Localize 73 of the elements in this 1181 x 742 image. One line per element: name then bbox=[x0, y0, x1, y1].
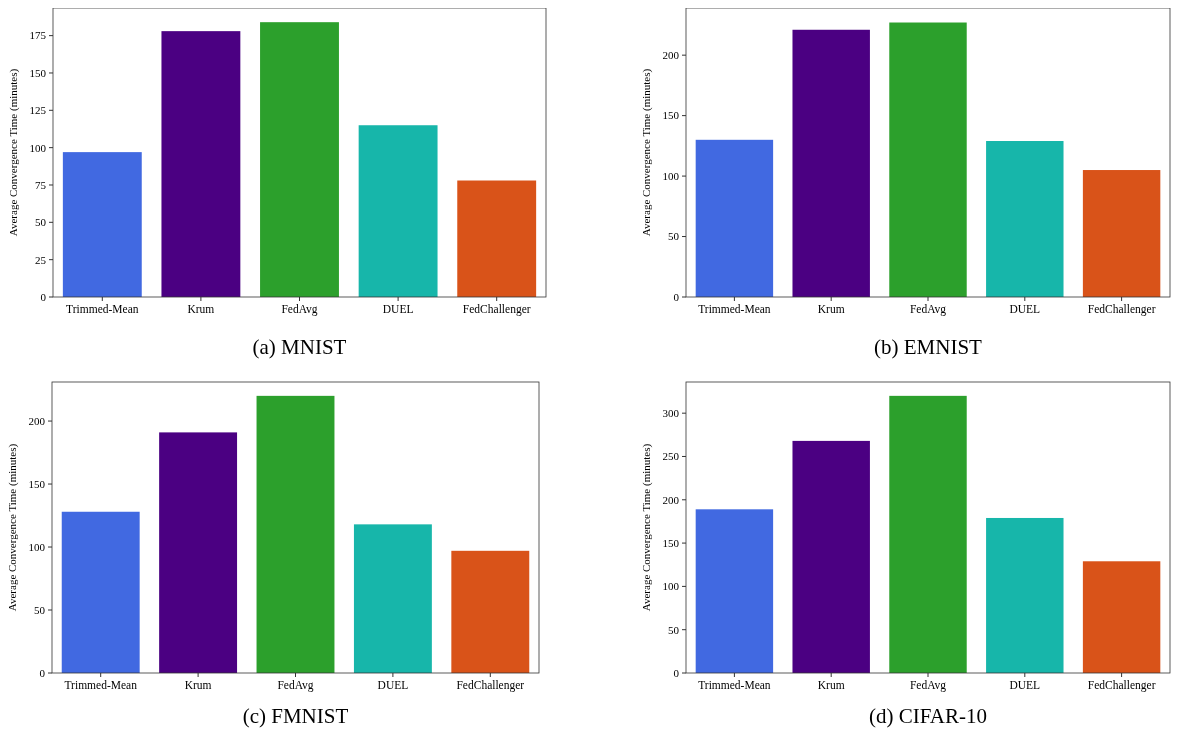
y-tick-label: 50 bbox=[35, 216, 47, 229]
y-axis-title: Average Convergence Time (minutes) bbox=[640, 68, 653, 237]
y-tick-label: 100 bbox=[662, 580, 680, 593]
x-tick-label: FedAvg bbox=[909, 679, 947, 692]
bar bbox=[986, 517, 1064, 673]
text: (c) FMNIST bbox=[242, 704, 349, 728]
x-tick-label: FedChallenger bbox=[1087, 679, 1156, 692]
bar bbox=[986, 141, 1064, 297]
x-tick-label: Krum bbox=[817, 303, 845, 315]
y-tick-label: 250 bbox=[662, 450, 680, 463]
x-tick-label: FedAvg bbox=[281, 303, 318, 316]
x-tick-label: DUEL bbox=[1009, 303, 1041, 315]
y-tick-label: 125 bbox=[29, 104, 47, 117]
x-tick-label: FedAvg bbox=[909, 303, 947, 316]
bar bbox=[792, 29, 870, 297]
y-tick-label: 100 bbox=[28, 540, 46, 553]
x-tick-label: FedChallenger bbox=[456, 679, 525, 692]
bar bbox=[889, 395, 967, 673]
x-tick-label: FedAvg bbox=[277, 679, 314, 692]
y-tick-label: 200 bbox=[28, 414, 46, 427]
bar bbox=[695, 509, 774, 673]
x-tick-label: Trimmed-Mean bbox=[698, 303, 771, 315]
bar bbox=[260, 22, 339, 297]
text: (d) CIFAR-10 bbox=[868, 704, 988, 728]
x-tick-label: DUEL bbox=[382, 303, 414, 315]
text: (b) EMNIST bbox=[874, 335, 983, 359]
x-tick-label: Krum bbox=[817, 679, 845, 691]
y-tick-label: 25 bbox=[35, 253, 47, 266]
x-tick-label: Trimmed-Mean bbox=[698, 679, 771, 691]
x-tick-label: DUEL bbox=[1009, 679, 1041, 691]
y-tick-label: 50 bbox=[668, 230, 680, 243]
x-tick-label: Trimmed-Mean bbox=[64, 679, 138, 691]
y-tick-label: 200 bbox=[662, 49, 680, 62]
x-tick-label: FedChallenger bbox=[462, 303, 531, 316]
y-tick-label: 50 bbox=[34, 603, 46, 616]
y-tick-label: 150 bbox=[28, 477, 46, 490]
y-tick-label: 50 bbox=[668, 623, 680, 636]
y-tick-label: 150 bbox=[662, 536, 680, 549]
bar bbox=[358, 125, 438, 297]
y-axis-title: Average Convergence Time (minutes) bbox=[7, 68, 20, 237]
y-tick-label: 150 bbox=[662, 109, 680, 122]
x-tick-label: Krum bbox=[187, 303, 215, 315]
bar bbox=[1082, 170, 1161, 297]
y-tick-label: 0 bbox=[40, 290, 47, 303]
bar bbox=[792, 440, 870, 673]
y-tick-label: 75 bbox=[35, 178, 47, 191]
bar bbox=[161, 31, 241, 297]
bar bbox=[451, 550, 530, 673]
bar bbox=[889, 22, 967, 297]
bar bbox=[695, 139, 774, 297]
y-tick-label: 100 bbox=[29, 141, 47, 154]
bar bbox=[256, 395, 335, 673]
x-tick-label: Krum bbox=[184, 679, 212, 691]
y-tick-label: 100 bbox=[662, 169, 680, 182]
x-tick-label: FedChallenger bbox=[1087, 303, 1156, 316]
bar bbox=[159, 432, 238, 673]
y-axis-title: Average Convergence Time (minutes) bbox=[6, 443, 19, 612]
x-tick-label: DUEL bbox=[377, 679, 409, 691]
bar bbox=[61, 511, 140, 673]
y-tick-label: 0 bbox=[673, 666, 680, 679]
bar bbox=[62, 152, 142, 297]
bar bbox=[353, 524, 432, 673]
y-axis-title: Average Convergence Time (minutes) bbox=[640, 443, 653, 612]
y-tick-label: 200 bbox=[662, 493, 680, 506]
y-tick-label: 150 bbox=[29, 66, 47, 79]
y-tick-label: 300 bbox=[662, 407, 680, 420]
x-tick-label: Trimmed-Mean bbox=[66, 303, 139, 315]
y-tick-label: 0 bbox=[39, 666, 46, 679]
text: (a) MNIST bbox=[252, 335, 347, 359]
y-tick-label: 175 bbox=[29, 29, 47, 42]
bar bbox=[457, 180, 537, 297]
bar bbox=[1082, 561, 1161, 673]
y-tick-label: 0 bbox=[673, 290, 680, 303]
